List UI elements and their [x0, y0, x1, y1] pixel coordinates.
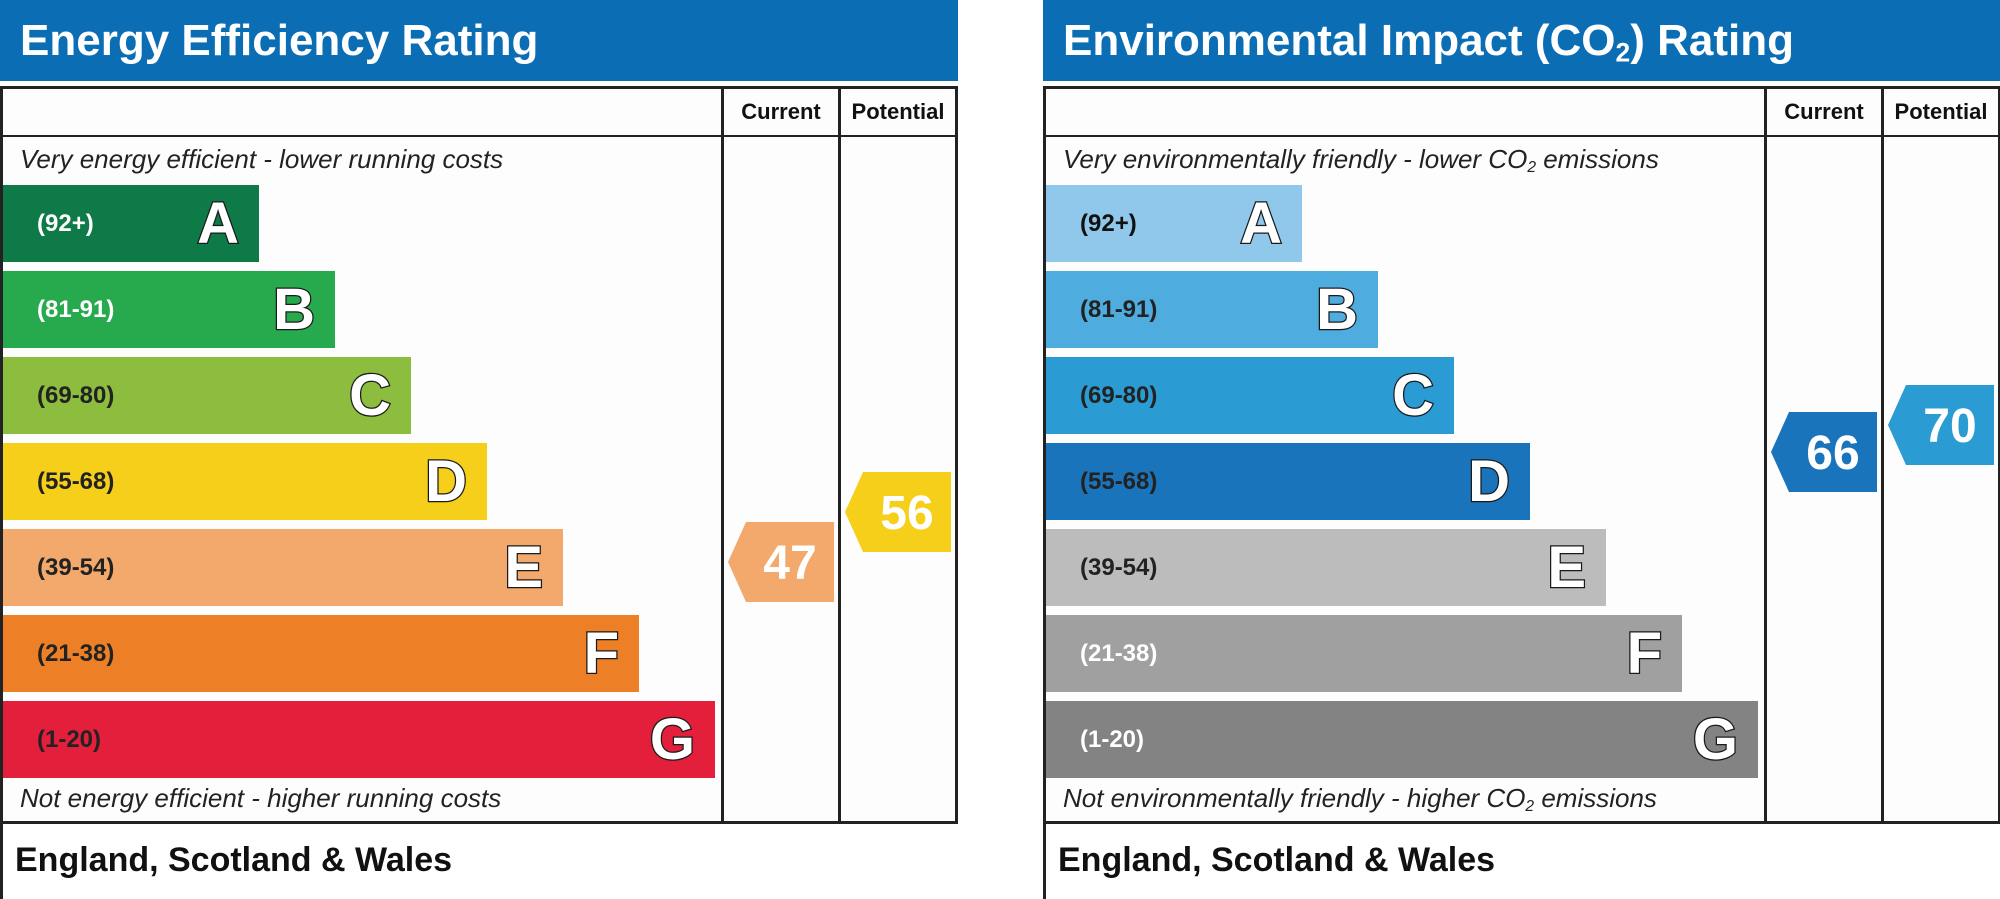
- energy-band-a: (92+) A: [3, 185, 259, 262]
- co2-current-arrow: 66: [1771, 412, 1877, 492]
- energy-current-arrow-shape: 47: [728, 522, 834, 602]
- co2-band-f-range: (21-38): [1080, 640, 1158, 667]
- co2-band-g: (1-20) G: [1046, 701, 1758, 778]
- energy-potential-value: 56: [880, 487, 933, 540]
- energy-band-a-letter: A: [196, 190, 240, 258]
- energy-band-b-range: (81-91): [37, 296, 115, 323]
- energy-current-arrow-fill: [728, 522, 834, 602]
- co2-current-arrow-fill: [1771, 412, 1877, 492]
- energy-band-c-range: (69-80): [37, 382, 115, 409]
- co2-potential-arrow: 70: [1888, 385, 1994, 465]
- energy-band-f: (21-38) F: [3, 615, 639, 692]
- co2-potential-arrow-shape: 70: [1888, 385, 1994, 465]
- energy-band-d-range: (55-68): [37, 468, 115, 495]
- co2-title-text: Environmental Impact (CO: [1063, 16, 1616, 65]
- energy-band-d-letter: D: [424, 448, 468, 516]
- co2-current-divider: [1764, 86, 1767, 824]
- co2-band-a-letter: A: [1239, 190, 1283, 258]
- energy-bottom-note: Not energy efficient - higher running co…: [20, 783, 502, 813]
- co2-current-value: 66: [1806, 427, 1859, 480]
- co2-bottom-note-text: Not environmentally friendly - higher CO: [1063, 783, 1526, 813]
- co2-band-d-letter: D: [1467, 448, 1511, 516]
- energy-current-divider: [721, 86, 724, 824]
- energy-band-g: (1-20) G: [3, 701, 715, 778]
- co2-band-a: (92+) A: [1046, 185, 1302, 262]
- co2-band-g-range: (1-20): [1080, 726, 1145, 753]
- co2-band-e-letter: E: [1546, 534, 1587, 602]
- energy-efficiency-panel: Energy Efficiency Rating Current Potenti…: [0, 0, 958, 899]
- co2-title: Environmental Impact (CO2) Rating: [1043, 0, 2000, 81]
- energy-title: Energy Efficiency Rating: [0, 0, 958, 81]
- energy-current-arrow: 47: [728, 522, 834, 602]
- co2-band-e-range: (39-54): [1080, 554, 1158, 581]
- energy-band-f-letter: F: [582, 620, 620, 688]
- energy-band-c: (69-80) C: [3, 357, 411, 434]
- co2-band-b-letter: B: [1315, 276, 1359, 344]
- energy-band-g-letter: G: [649, 706, 697, 774]
- co2-potential-value: 70: [1923, 400, 1976, 453]
- co2-band-b-range: (81-91): [1080, 296, 1158, 323]
- energy-potential-arrow: 56: [845, 472, 951, 552]
- energy-band-g-range: (1-20): [37, 726, 102, 753]
- co2-header-divider: [1043, 135, 2000, 137]
- environmental-impact-panel: Environmental Impact (CO2) Rating Curren…: [1043, 0, 2000, 899]
- energy-current-header: Current: [741, 99, 821, 124]
- co2-potential-header: Potential: [1894, 99, 1988, 124]
- energy-band-e-letter: E: [503, 534, 544, 602]
- energy-potential-arrow-fill: [845, 472, 951, 552]
- co2-band-c-letter: C: [1391, 362, 1435, 430]
- energy-header-divider: [0, 135, 958, 137]
- co2-band-c-range: (69-80): [1080, 382, 1158, 409]
- co2-potential-arrow-fill: [1888, 385, 1994, 465]
- co2-title-subscript: 2: [1615, 37, 1631, 68]
- co2-band-f: (21-38) F: [1046, 615, 1682, 692]
- energy-band-c-letter: C: [348, 362, 392, 430]
- energy-potential-divider: [838, 86, 841, 824]
- energy-band-b-letter: B: [272, 276, 316, 344]
- energy-band-a-range: (92+): [37, 210, 94, 237]
- co2-top-note: Very environmentally friendly - lower CO…: [1063, 144, 1659, 175]
- co2-band-d: (55-68) D: [1046, 443, 1530, 520]
- energy-potential-arrow-shape: 56: [845, 472, 951, 552]
- energy-band-e-range: (39-54): [37, 554, 115, 581]
- co2-title-after: ) Rating: [1630, 16, 1794, 65]
- co2-potential-divider: [1881, 86, 1884, 824]
- co2-bottom-note-subscript: 2: [1525, 797, 1535, 815]
- energy-band-f-range: (21-38): [37, 640, 115, 667]
- co2-bottom-note: Not environmentally friendly - higher CO…: [1063, 783, 1657, 814]
- energy-footer: England, Scotland & Wales: [0, 824, 680, 899]
- co2-band-g-letter: G: [1692, 706, 1740, 774]
- energy-potential-header: Potential: [851, 99, 945, 124]
- energy-band-d: (55-68) D: [3, 443, 487, 520]
- energy-band-e: (39-54) E: [3, 529, 563, 606]
- co2-bottom-note-after: emissions: [1534, 783, 1657, 813]
- energy-current-value: 47: [763, 537, 816, 590]
- co2-band-b: (81-91) B: [1046, 271, 1378, 348]
- co2-footer: England, Scotland & Wales: [1043, 824, 1723, 899]
- co2-current-header: Current: [1784, 99, 1864, 124]
- co2-top-note-after: emissions: [1536, 144, 1659, 174]
- co2-band-c: (69-80) C: [1046, 357, 1454, 434]
- co2-band-a-range: (92+): [1080, 210, 1137, 237]
- co2-top-note-text: Very environmentally friendly - lower CO: [1063, 144, 1528, 174]
- energy-band-b: (81-91) B: [3, 271, 335, 348]
- co2-band-d-range: (55-68): [1080, 468, 1158, 495]
- energy-top-note: Very energy efficient - lower running co…: [20, 144, 504, 174]
- co2-band-e: (39-54) E: [1046, 529, 1606, 606]
- co2-top-note-subscript: 2: [1527, 158, 1536, 176]
- co2-current-arrow-shape: 66: [1771, 412, 1877, 492]
- co2-band-f-letter: F: [1625, 620, 1663, 688]
